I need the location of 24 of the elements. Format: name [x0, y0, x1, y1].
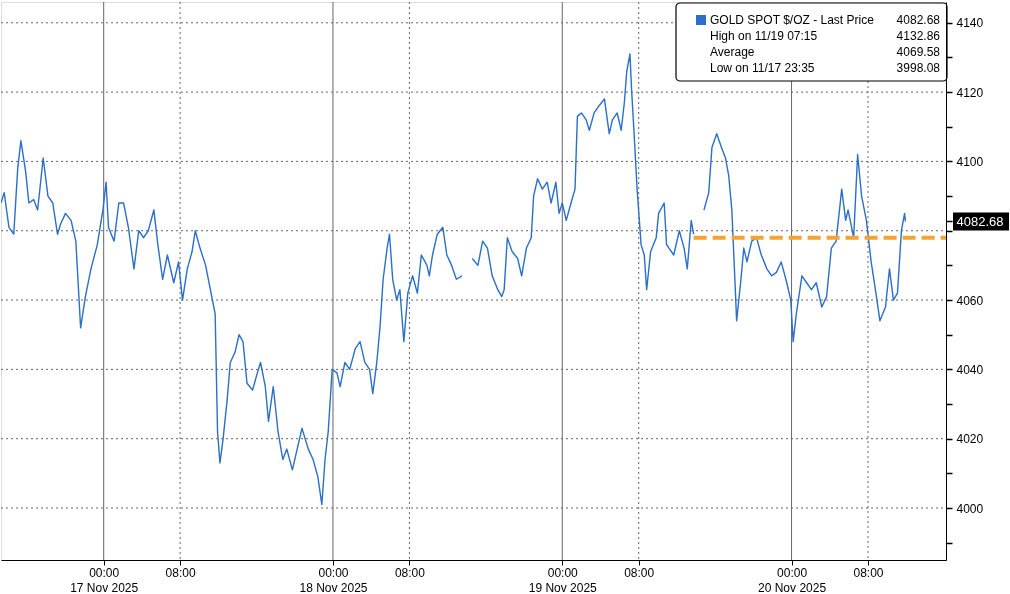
y-tick-label: 4140	[956, 16, 984, 31]
y-tick-label: 4040	[956, 362, 984, 377]
annotation: 4069.58	[896, 45, 941, 59]
x-tick-label: 08:00	[624, 565, 655, 580]
annotation: 3998.08	[896, 61, 941, 75]
y-tick-label: 4100	[956, 154, 984, 169]
x-tick-label: 08:00	[853, 565, 884, 580]
x-tick-label: 08:00	[165, 565, 196, 580]
x-tick-label: 00:00 19 Nov 2025	[528, 565, 598, 594]
y-tick-label: 4120	[956, 85, 984, 100]
legend-label: GOLD SPOT $/OZ - Last Price	[710, 13, 875, 27]
annotation: High on 11/19 07:15	[710, 29, 818, 43]
annotation: 4082.68	[896, 13, 941, 27]
x-tick-label: 00:00 17 Nov 2025	[70, 565, 139, 594]
y-tick-label: 4000	[956, 501, 984, 516]
annotation: Low on 11/17 23:35	[710, 61, 815, 75]
y-tick-label: 4020	[956, 432, 984, 447]
x-tick-label: 00:00 18 Nov 2025	[299, 565, 368, 594]
annotation: 4132.86	[896, 29, 941, 43]
y-tick-label: 4082.68	[956, 213, 1004, 229]
x-tick-label: 08:00	[394, 565, 426, 580]
y-tick-label: 4060	[956, 293, 984, 308]
x-tick-label: 00:00 20 Nov 2025	[758, 565, 827, 594]
annotation: Average	[710, 45, 755, 59]
